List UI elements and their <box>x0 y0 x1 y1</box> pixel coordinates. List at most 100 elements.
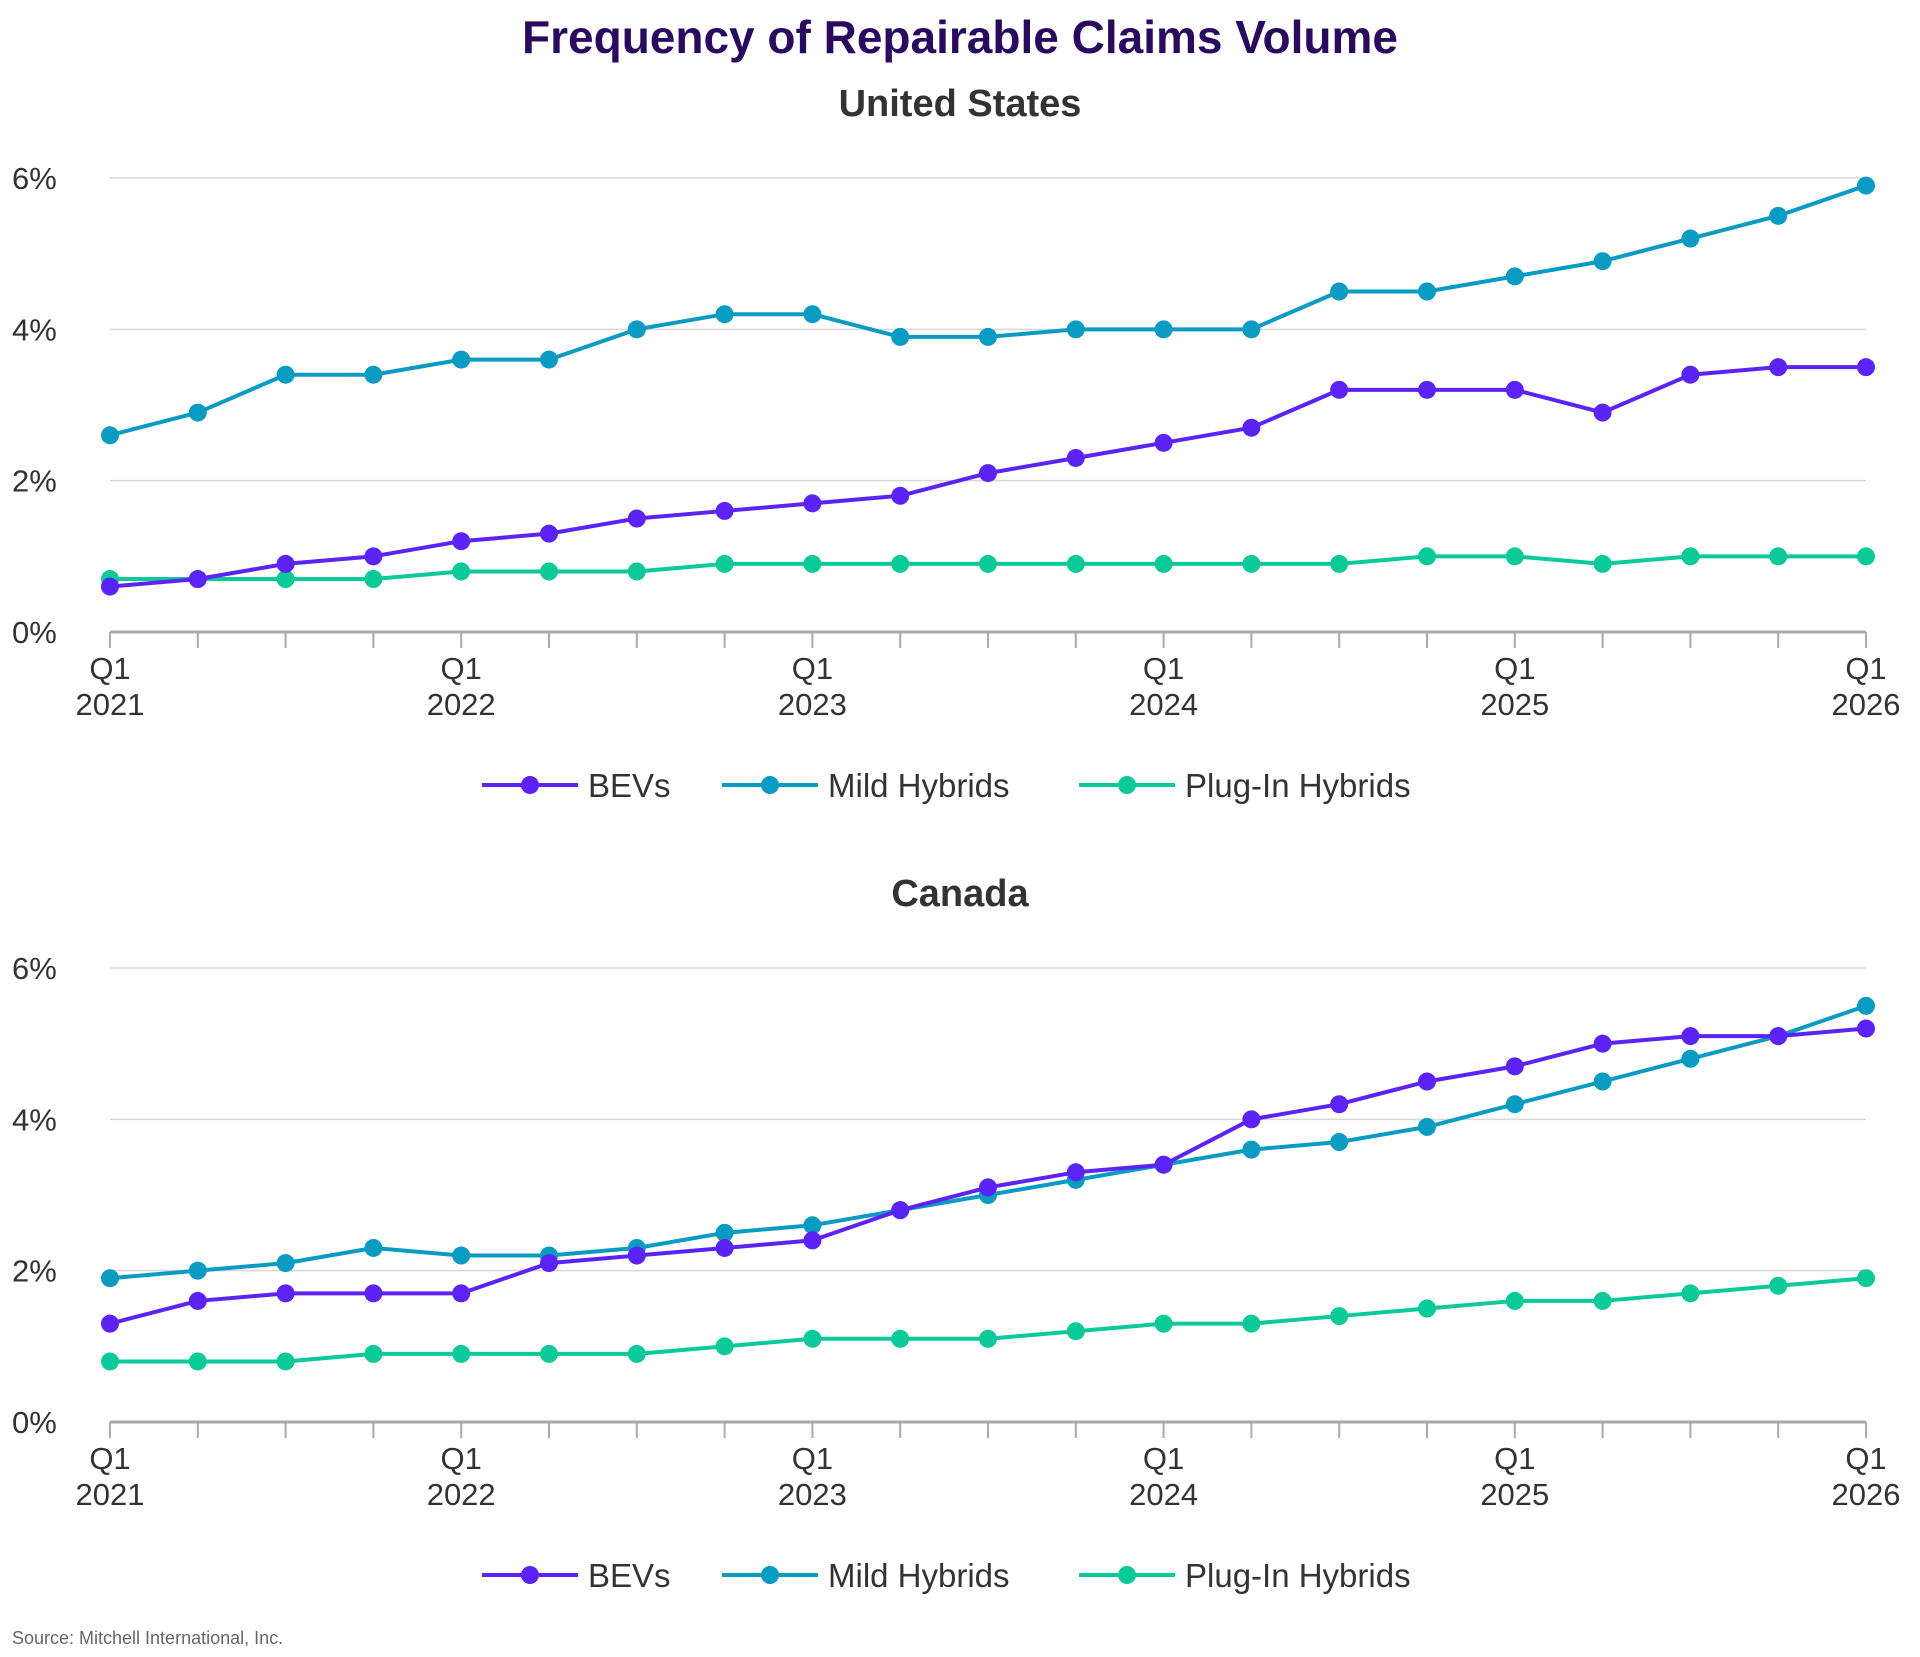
us-point-plug-in-hybrids <box>1857 547 1875 566</box>
us-point-bevs <box>1154 433 1173 452</box>
legend-label: Plug-In Hybrids <box>1185 767 1411 804</box>
us-y-tick-label: 2% <box>12 464 57 499</box>
us-point-plug-in-hybrids <box>1242 554 1261 573</box>
us-point-plug-in-hybrids <box>891 554 910 573</box>
canada-x-tick-year: 2026 <box>1832 1477 1901 1512</box>
us-x-tick-year: 2023 <box>778 687 847 722</box>
us-point-bevs <box>1418 380 1436 399</box>
us-point-mild-hybrids <box>1418 282 1436 301</box>
legend-label: BEVs <box>588 767 671 804</box>
us-point-bevs <box>627 509 646 528</box>
us-point-plug-in-hybrids <box>276 570 295 589</box>
canada-x-tick-quarter: Q1 <box>792 1441 833 1476</box>
us-point-mild-hybrids <box>1593 252 1612 271</box>
canada-point-mild-hybrids <box>1418 1117 1436 1136</box>
us-x-tick-year: 2024 <box>1129 687 1198 722</box>
canada-point-plug-in-hybrids <box>1593 1291 1612 1310</box>
canada-point-bevs <box>1418 1072 1436 1091</box>
canada-point-plug-in-hybrids <box>1681 1284 1700 1303</box>
us-y-tick-label: 6% <box>12 161 57 196</box>
us-chart-svg: United States0%2%4%6%Q12021Q12022Q12023Q… <box>12 83 1901 804</box>
canada-x-tick-quarter: Q1 <box>1845 1441 1886 1476</box>
us-point-mild-hybrids <box>803 305 822 324</box>
legend-swatch-marker <box>521 776 539 794</box>
us-point-bevs <box>715 501 734 520</box>
canada-legend-item-bevs[interactable]: BEVs <box>482 1557 671 1594</box>
canada-x-tick-year: 2025 <box>1480 1477 1549 1512</box>
us-point-bevs <box>979 464 997 483</box>
legend-swatch-marker <box>521 1566 539 1584</box>
legend-swatch-marker <box>761 1566 779 1584</box>
us-point-plug-in-hybrids <box>803 554 822 573</box>
canada-chart-panel: Canada 0% 2% 4% 6% Q1 2021 Q1 2022 Q1 2023 Q1 2024 Q1… <box>0 790 1920 1610</box>
us-point-plug-in-hybrids <box>627 562 646 581</box>
canada-y-tick-label: 0% <box>12 1405 57 1440</box>
canada-point-bevs <box>1154 1155 1173 1174</box>
us-point-mild-hybrids <box>715 305 734 324</box>
canada-legend-item-mild-hybrids[interactable]: Mild Hybrids <box>722 1557 1010 1594</box>
us-point-plug-in-hybrids <box>452 562 471 581</box>
us-x-tick-year: 2026 <box>1832 687 1901 722</box>
canada-point-plug-in-hybrids <box>452 1344 471 1363</box>
us-point-mild-hybrids <box>891 327 910 346</box>
us-x-tick-quarter: Q1 <box>1143 651 1184 686</box>
canada-point-plug-in-hybrids <box>364 1344 383 1363</box>
canada-point-mild-hybrids <box>364 1238 383 1257</box>
us-point-mild-hybrids <box>1154 320 1173 339</box>
us-point-plug-in-hybrids <box>1154 554 1173 573</box>
canada-point-bevs <box>1681 1027 1700 1046</box>
us-point-bevs <box>1330 380 1349 399</box>
canada-point-bevs <box>1857 1019 1875 1038</box>
canada-point-bevs <box>891 1201 910 1220</box>
us-point-mild-hybrids <box>1681 229 1700 248</box>
canada-point-bevs <box>452 1284 471 1303</box>
us-point-bevs <box>540 524 558 543</box>
canada-legend-item-plug-in-hybrids[interactable]: Plug-In Hybrids <box>1079 1557 1411 1594</box>
canada-chart-subtitle: Canada <box>891 873 1029 915</box>
us-chart-subtitle: United States <box>839 83 1082 125</box>
legend-label: Mild Hybrids <box>828 1557 1010 1594</box>
us-point-mild-hybrids <box>276 365 295 384</box>
us-point-mild-hybrids <box>1505 267 1524 286</box>
canada-point-bevs <box>276 1284 295 1303</box>
canada-point-plug-in-hybrids <box>627 1344 646 1363</box>
canada-x-tick-year: 2024 <box>1129 1477 1198 1512</box>
canada-point-plug-in-hybrids <box>1066 1322 1085 1341</box>
us-x-tick-quarter: Q1 <box>1845 651 1886 686</box>
canada-x-tick-year: 2022 <box>427 1477 496 1512</box>
legend-swatch-marker <box>1118 776 1136 794</box>
canada-y-tick-label: 2% <box>12 1254 57 1289</box>
us-legend-item-mild-hybrids[interactable]: Mild Hybrids <box>722 767 1010 804</box>
canada-point-plug-in-hybrids <box>101 1352 119 1371</box>
us-point-bevs <box>891 486 910 505</box>
us-point-bevs <box>1769 358 1788 377</box>
us-point-bevs <box>1593 403 1612 422</box>
us-point-mild-hybrids <box>101 426 119 445</box>
us-point-bevs <box>276 554 295 573</box>
canada-point-bevs <box>627 1246 646 1265</box>
us-legend-item-bevs[interactable]: BEVs <box>482 767 671 804</box>
canada-point-plug-in-hybrids <box>1418 1299 1436 1318</box>
canada-point-plug-in-hybrids <box>1857 1269 1875 1288</box>
canada-point-mild-hybrids <box>452 1246 471 1265</box>
us-x-tick-quarter: Q1 <box>1494 651 1535 686</box>
canada-point-mild-hybrids <box>188 1261 207 1280</box>
legend-swatch-marker <box>761 776 779 794</box>
us-point-plug-in-hybrids <box>1505 547 1524 566</box>
chart-main-title: Frequency of Repairable Claims Volume <box>522 11 1398 63</box>
canada-x-tick-quarter: Q1 <box>1143 1441 1184 1476</box>
canada-point-plug-in-hybrids <box>979 1329 997 1348</box>
us-point-bevs <box>803 494 822 513</box>
canada-point-mild-hybrids <box>1505 1095 1524 1114</box>
canada-point-mild-hybrids <box>1330 1133 1349 1152</box>
canada-point-mild-hybrids <box>803 1216 822 1235</box>
canada-point-bevs <box>979 1178 997 1197</box>
legend-label: Mild Hybrids <box>828 767 1010 804</box>
us-point-mild-hybrids <box>540 350 558 369</box>
canada-point-plug-in-hybrids <box>540 1344 558 1363</box>
us-legend-item-plug-in-hybrids[interactable]: Plug-In Hybrids <box>1079 767 1411 804</box>
canada-point-mild-hybrids <box>276 1254 295 1273</box>
canada-point-bevs <box>1330 1095 1349 1114</box>
us-y-tick-label: 4% <box>12 312 57 347</box>
us-point-bevs <box>1857 358 1875 377</box>
